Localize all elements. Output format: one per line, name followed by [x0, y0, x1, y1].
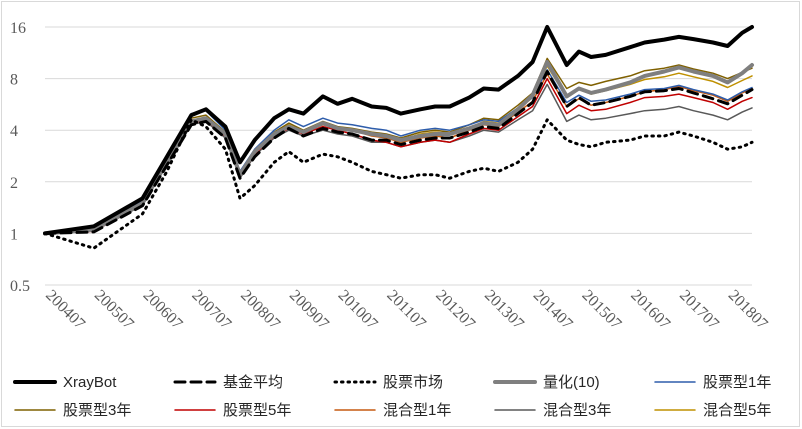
legend-label: 混合型1年 [383, 402, 451, 419]
legend-label: 股票型3年 [63, 402, 131, 419]
x-tick-label: 201507 [579, 287, 625, 333]
x-axis-ticks: 200407 200507 200607 200707 200807 200907 2010… [42, 287, 771, 333]
legend-label: 混合型5年 [703, 402, 771, 419]
series-line [43, 118, 754, 250]
y-axis-ticks: 0.5 1 2 4 8 16 [10, 20, 30, 295]
y-tick-label: 16 [10, 20, 26, 37]
x-tick-label: 200607 [140, 287, 186, 333]
x-tick-label: 201807 [725, 287, 771, 333]
legend-label: 股票市场 [383, 374, 443, 391]
series-line [43, 25, 754, 236]
x-tick-label: 201307 [481, 287, 527, 333]
x-tick-label: 201007 [335, 287, 381, 333]
series-line [44, 77, 753, 235]
y-tick-label: 1 [10, 226, 18, 243]
x-tick-label: 200907 [286, 287, 332, 333]
x-tick-label: 201407 [530, 287, 576, 333]
x-tick-label: 201107 [383, 287, 429, 333]
legend-label: 股票型1年 [703, 374, 771, 391]
x-tick-label: 201207 [432, 287, 478, 333]
x-tick-label: 200707 [188, 287, 234, 333]
legend-label: XrayBot [63, 374, 117, 391]
y-tick-label: 0.5 [10, 278, 30, 295]
legend-label: 量化(10) [543, 374, 600, 391]
series-line [43, 60, 754, 236]
y-tick-label: 8 [10, 72, 18, 89]
x-tick-label: 200807 [237, 287, 283, 333]
legend-label: 混合型3年 [543, 402, 611, 419]
series-line [44, 83, 753, 235]
x-tick-label: 201707 [676, 287, 722, 333]
x-tick-label: 200507 [91, 287, 137, 333]
legend-label: 股票型5年 [223, 402, 291, 419]
gridlines [45, 26, 752, 286]
y-tick-label: 2 [10, 175, 18, 192]
y-tick-label: 4 [10, 123, 18, 140]
series-line [43, 70, 754, 235]
x-tick-label: 201607 [627, 287, 673, 333]
series-lines [43, 25, 754, 250]
legend-label: 基金平均 [223, 374, 283, 391]
series-line [44, 69, 753, 235]
x-tick-label: 200407 [42, 287, 88, 333]
